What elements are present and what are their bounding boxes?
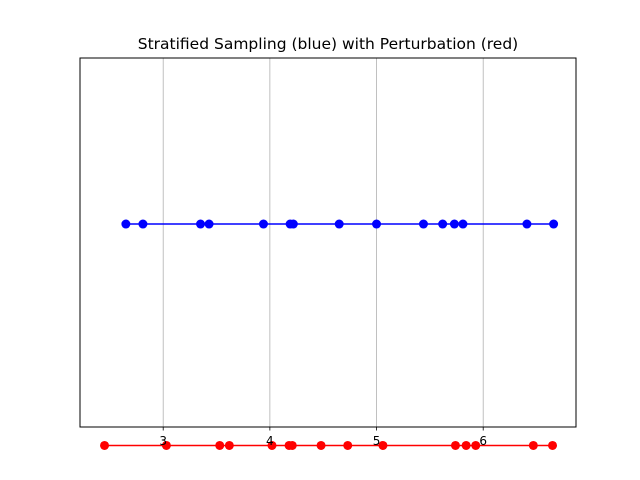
series-1-point-1 xyxy=(161,440,171,450)
series-0-point-1 xyxy=(138,219,148,229)
series-0-point-0 xyxy=(121,219,131,229)
series-0-point-3 xyxy=(204,219,214,229)
series-0 xyxy=(121,219,559,229)
chart-title: Stratified Sampling (blue) with Perturba… xyxy=(138,35,518,53)
series-1-point-13 xyxy=(528,440,538,450)
series-1-point-3 xyxy=(224,440,234,450)
series-1-point-11 xyxy=(461,440,471,450)
x-tick-label-3: 6 xyxy=(479,434,487,448)
series-0-point-6 xyxy=(288,219,298,229)
series-0-point-11 xyxy=(449,219,459,229)
x-tick-label-2: 5 xyxy=(373,434,381,448)
series-1-point-6 xyxy=(287,440,297,450)
series-0-point-10 xyxy=(438,219,448,229)
series-1-point-12 xyxy=(471,440,481,450)
plot-frame xyxy=(79,57,577,428)
series-1-point-2 xyxy=(215,440,225,450)
series-0-point-7 xyxy=(334,219,344,229)
series-1-point-8 xyxy=(343,440,353,450)
series-1-point-10 xyxy=(450,440,460,450)
series-1-point-14 xyxy=(548,440,558,450)
series-0-point-12 xyxy=(458,219,468,229)
series-0-point-13 xyxy=(522,219,532,229)
series-1-point-9 xyxy=(378,440,388,450)
series-1-point-4 xyxy=(267,440,277,450)
series-0-point-9 xyxy=(418,219,428,229)
x-tick-label-1: 4 xyxy=(266,434,274,448)
series-0-point-8 xyxy=(372,219,382,229)
series-0-point-2 xyxy=(196,219,206,229)
x-tick-label-0: 3 xyxy=(159,434,167,448)
x-axis: 3 4 5 6 xyxy=(159,427,487,448)
series-layer xyxy=(100,219,559,450)
series-1-point-7 xyxy=(316,440,326,450)
series-0-point-14 xyxy=(549,219,559,229)
series-0-point-4 xyxy=(258,219,268,229)
series-1 xyxy=(100,440,558,450)
grid xyxy=(162,58,484,427)
series-1-point-0 xyxy=(100,440,110,450)
